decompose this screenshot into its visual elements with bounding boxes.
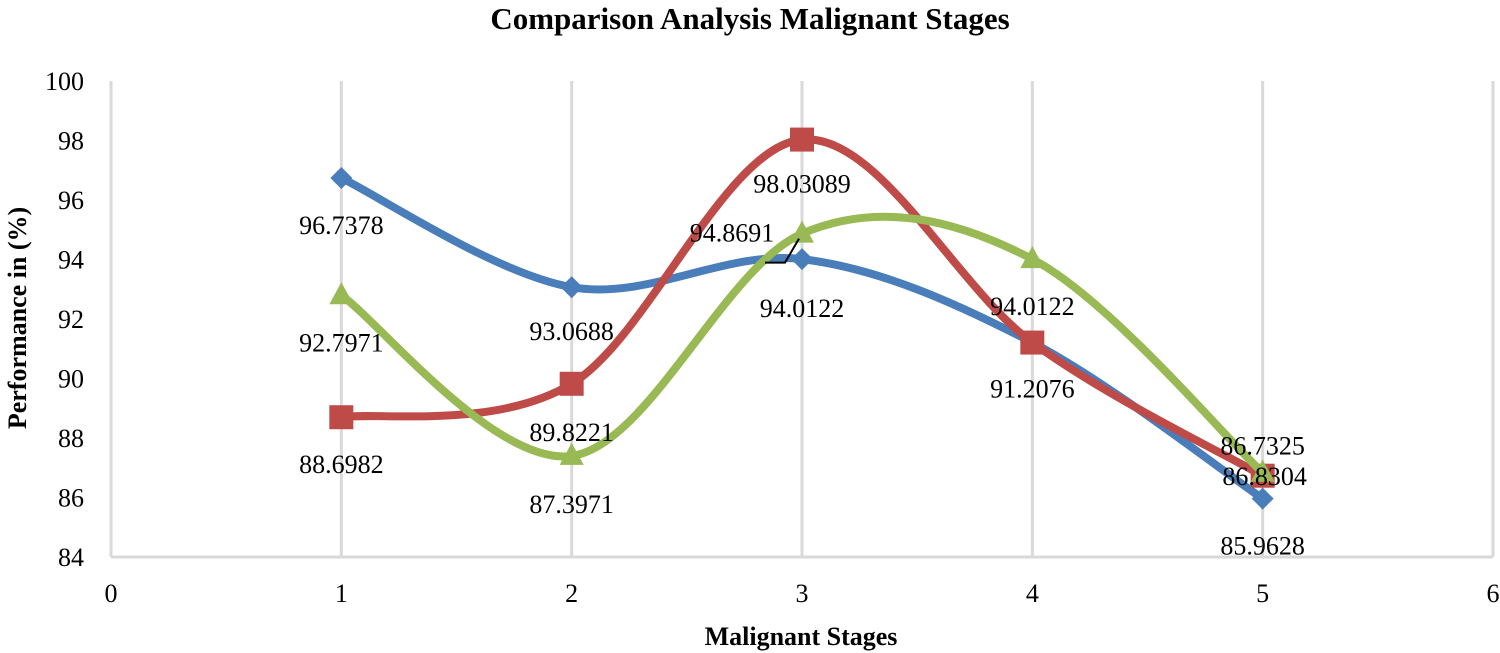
- label-leaders: [765, 238, 800, 264]
- axes: 0 1 2 3 4 5 6 84 86 88 90 92 94 96 98 100: [45, 67, 1500, 608]
- chart-title: Comparison Analysis Malignant Stages: [490, 1, 1009, 36]
- data-label: 96.7378: [299, 211, 384, 240]
- green-series: [329, 212, 1275, 482]
- y-tick-label: 90: [58, 365, 84, 394]
- green-series-point: [329, 282, 354, 305]
- data-label: 94.8691: [690, 219, 775, 248]
- green-series-point: [1020, 246, 1045, 269]
- blue-series-point: [560, 276, 583, 299]
- y-tick-label: 98: [58, 127, 84, 156]
- y-tick-label: 96: [58, 186, 84, 215]
- green-series-point: [559, 442, 584, 465]
- data-label: 86.8304: [1222, 462, 1307, 491]
- x-tick-label: 5: [1256, 579, 1269, 608]
- x-tick-label: 1: [335, 579, 348, 608]
- data-label: 88.6982: [299, 450, 384, 479]
- data-label: 89.8221: [529, 418, 614, 447]
- x-tick-label: 0: [105, 579, 118, 608]
- x-tick-label: 2: [565, 579, 578, 608]
- data-labels: 96.7378 93.0688 94.0122 91.2076 85.9628 88.69…: [299, 170, 1307, 561]
- blue-series-point: [791, 248, 813, 271]
- grid-lines: [339, 81, 1495, 557]
- label-leader-line: [765, 238, 800, 264]
- data-label: 85.9628: [1220, 532, 1305, 561]
- x-tick-label: 6: [1487, 579, 1500, 608]
- data-label: 94.0122: [990, 292, 1075, 321]
- red-series-point: [1020, 330, 1045, 355]
- red-series-point: [790, 127, 814, 152]
- x-tick-label: 3: [796, 579, 809, 608]
- green-series-point: [790, 220, 814, 243]
- data-label: 93.0688: [529, 317, 614, 346]
- y-axis-title: Performance in (%): [3, 207, 32, 429]
- y-tick-label: 84: [58, 543, 84, 572]
- green-series-point: [1250, 459, 1275, 482]
- data-label: 92.7971: [299, 328, 384, 357]
- data-label: 86.7325: [1220, 432, 1305, 461]
- red-series-point: [559, 371, 584, 396]
- blue-series-point: [1251, 487, 1274, 510]
- y-tick-label: 88: [58, 424, 84, 453]
- data-label: 94.0122: [760, 294, 845, 323]
- series-lines: [329, 127, 1275, 510]
- data-label: 98.03089: [753, 170, 851, 199]
- y-tick-label: 92: [58, 305, 84, 334]
- y-tick-label: 94: [58, 246, 84, 275]
- y-tick-label: 86: [58, 484, 84, 513]
- data-label: 91.2076: [990, 375, 1075, 404]
- red-series-point: [329, 405, 354, 430]
- blue-series-point: [330, 167, 353, 190]
- x-axis-title: Malignant Stages: [705, 622, 898, 651]
- data-label: 87.3971: [529, 490, 614, 519]
- y-tick-label: 100: [45, 67, 84, 96]
- x-tick-label: 4: [1026, 579, 1039, 608]
